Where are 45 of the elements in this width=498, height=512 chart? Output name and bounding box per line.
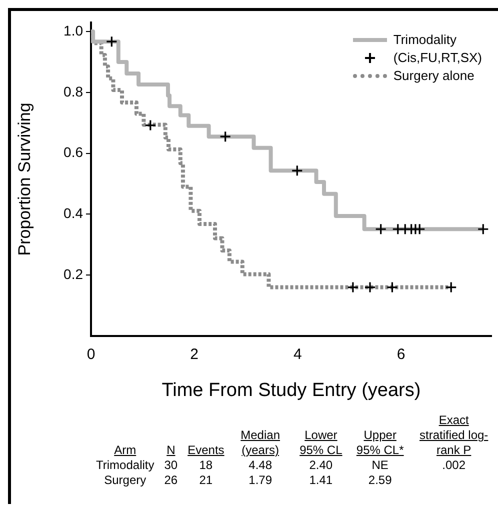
text: Surgery [103, 473, 148, 488]
text: 18 [198, 458, 214, 473]
y-tick-label: 0.6 [64, 144, 84, 160]
y-tick-label: 0.4 [64, 205, 84, 222]
point [347, 281, 359, 294]
text: Lower 95% CL [298, 427, 344, 458]
x-tick-label: 0 [86, 346, 96, 364]
y-tick-label: 0.2 [64, 266, 84, 282]
text: 4.48 [248, 458, 273, 473]
point [220, 130, 232, 142]
text: N [166, 442, 176, 458]
y-tick-label: 0.8 [64, 83, 84, 100]
text: Median (years) [240, 427, 281, 458]
point [291, 164, 303, 176]
point [445, 281, 457, 294]
text: Arm [113, 442, 138, 458]
text: NE [370, 458, 390, 473]
text: Exact stratified log-rank P [418, 413, 490, 458]
x-tick-label: 2 [190, 346, 198, 364]
x-tick-label: 6 [396, 346, 406, 364]
point [144, 120, 156, 132]
point [477, 223, 489, 235]
text: .002 [441, 458, 467, 473]
x-axis-title: Time From Study Entry (years) [162, 380, 421, 401]
legend-label: (Cis,FU,RT,SX) [393, 49, 482, 67]
text: 2.40 [308, 458, 334, 473]
text: 21 [198, 473, 214, 488]
text: 26 [163, 473, 179, 488]
point [386, 281, 398, 294]
text: 1.79 [248, 473, 273, 488]
y-tick-label: 1.0 [64, 22, 84, 38]
text: 30 [163, 458, 179, 473]
point [414, 223, 426, 235]
x-tick-label: 4 [293, 346, 302, 364]
text: 1.41 [308, 473, 334, 488]
y-axis-title: Proportion Surviving [14, 102, 34, 256]
point [364, 281, 376, 294]
text: Events [186, 442, 226, 458]
point [375, 223, 387, 235]
point [106, 36, 118, 48]
text: Upper 95% CL* [355, 427, 405, 458]
legend-label: Surgery alone [393, 67, 474, 85]
text: Trimodality [95, 458, 156, 473]
legend-label: Trimodality [393, 31, 456, 49]
text: 2.59 [367, 473, 393, 488]
